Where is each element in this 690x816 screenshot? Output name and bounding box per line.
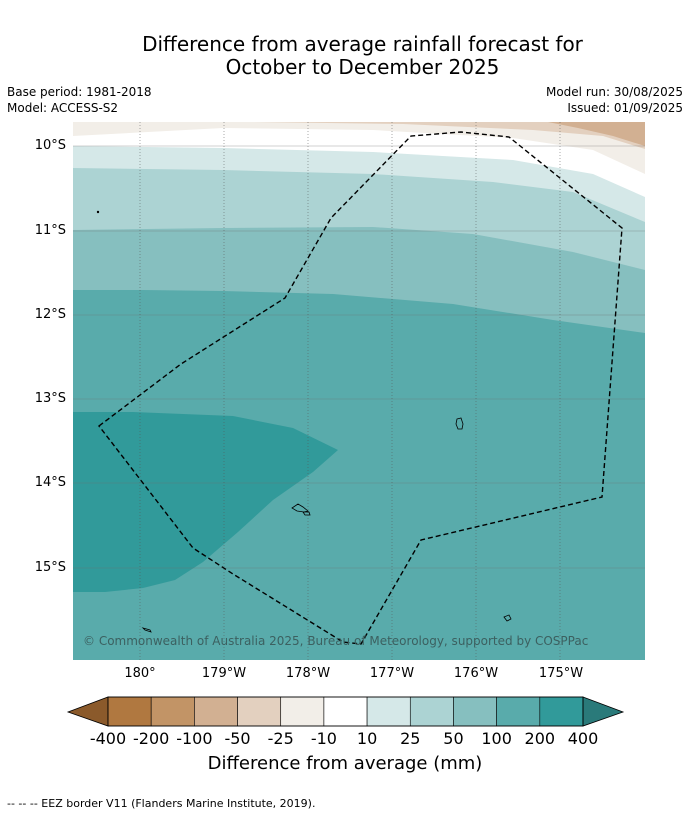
lat-label-10s: 10°S xyxy=(34,138,66,153)
lon-label-178w: 178°W xyxy=(285,666,331,681)
island-small-south xyxy=(141,627,152,633)
colorbar-segment xyxy=(539,696,584,727)
island-speck xyxy=(96,210,100,214)
colorbar-segments xyxy=(107,696,584,727)
lat-label-15s: 15°S xyxy=(34,560,66,575)
band-minus-50-100 xyxy=(548,122,645,146)
colorbar-left-extension xyxy=(66,696,109,727)
rainfall-map: © Commonwealth of Australia 2025, Bureau… xyxy=(73,122,645,660)
colorbar-segment xyxy=(453,696,497,727)
colorbar-right-extension xyxy=(582,696,625,727)
island-upolu xyxy=(455,417,464,430)
island-tutuila xyxy=(291,503,309,513)
colorbar-tick-label: 100 xyxy=(481,729,512,748)
colorbar-tick-label: -50 xyxy=(224,729,251,748)
lat-label-13s: 13°S xyxy=(34,391,66,406)
lon-label-179w: 179°W xyxy=(201,666,247,681)
colorbar-title: Difference from average (mm) xyxy=(207,753,483,774)
lat-label-12s: 12°S xyxy=(34,307,66,322)
colorbar-segment xyxy=(237,696,282,727)
eez-border xyxy=(98,131,623,645)
colorbar-segment xyxy=(107,696,152,727)
eez-footnote: -- -- -- EEZ border V11 (Flanders Marine… xyxy=(7,797,316,810)
islands xyxy=(96,210,512,633)
colorbar-tick-label: -10 xyxy=(310,729,337,748)
model-name: Model: ACCESS-S2 xyxy=(7,101,119,115)
issued-date: Issued: 01/09/2025 xyxy=(567,101,683,115)
colorbar-segment xyxy=(496,696,541,727)
island-aunuu xyxy=(302,511,311,516)
colorbar-segment xyxy=(366,696,411,727)
colorbar-tick-label: 200 xyxy=(524,729,556,748)
lat-label-11s: 11°S xyxy=(34,223,66,238)
colorbar-tick-label: -25 xyxy=(267,729,294,748)
band-minus-25-50 xyxy=(253,122,645,149)
base-period: Base period: 1981-2018 xyxy=(7,85,152,99)
colorbar-segment xyxy=(150,696,195,727)
lon-label-176w: 176°W xyxy=(453,666,499,681)
colorbar-tick-label: -100 xyxy=(176,729,213,748)
map-svg: © Commonwealth of Australia 2025, Bureau… xyxy=(73,122,645,660)
colorbar-tick-label: 25 xyxy=(400,729,421,748)
colorbar-tick-label: -200 xyxy=(133,729,170,748)
lon-label-177w: 177°W xyxy=(369,666,415,681)
band-200-400 xyxy=(73,412,338,592)
lat-label-14s: 14°S xyxy=(34,475,66,490)
colorbar-tick-label: 50 xyxy=(443,729,464,748)
colorbar-segment xyxy=(409,696,454,727)
map-title-line-1: Difference from average rainfall forecas… xyxy=(142,32,583,56)
island-swains xyxy=(503,614,512,622)
copyright-text: © Commonwealth of Australia 2025, Bureau… xyxy=(83,634,588,648)
band-neutral xyxy=(73,122,645,197)
colorbar-segment xyxy=(280,696,325,727)
band-minus-10-25 xyxy=(73,122,645,174)
latitude-gridlines xyxy=(73,145,645,569)
colorbar-frame xyxy=(107,696,584,727)
colorbar xyxy=(66,696,625,727)
colorbar-tick-label: -400 xyxy=(89,729,127,748)
colorbar-segment xyxy=(194,696,238,727)
colorbar-tick-label: 400 xyxy=(567,729,599,748)
map-title-line-2: October to December 2025 xyxy=(225,55,500,79)
colorbar-segment xyxy=(323,696,368,727)
lon-label-180: 180° xyxy=(124,666,156,681)
colorbar-tick-label: 10 xyxy=(356,729,378,748)
model-run-date: Model run: 30/08/2025 xyxy=(545,85,683,99)
lon-label-175w: 175°W xyxy=(538,666,584,681)
